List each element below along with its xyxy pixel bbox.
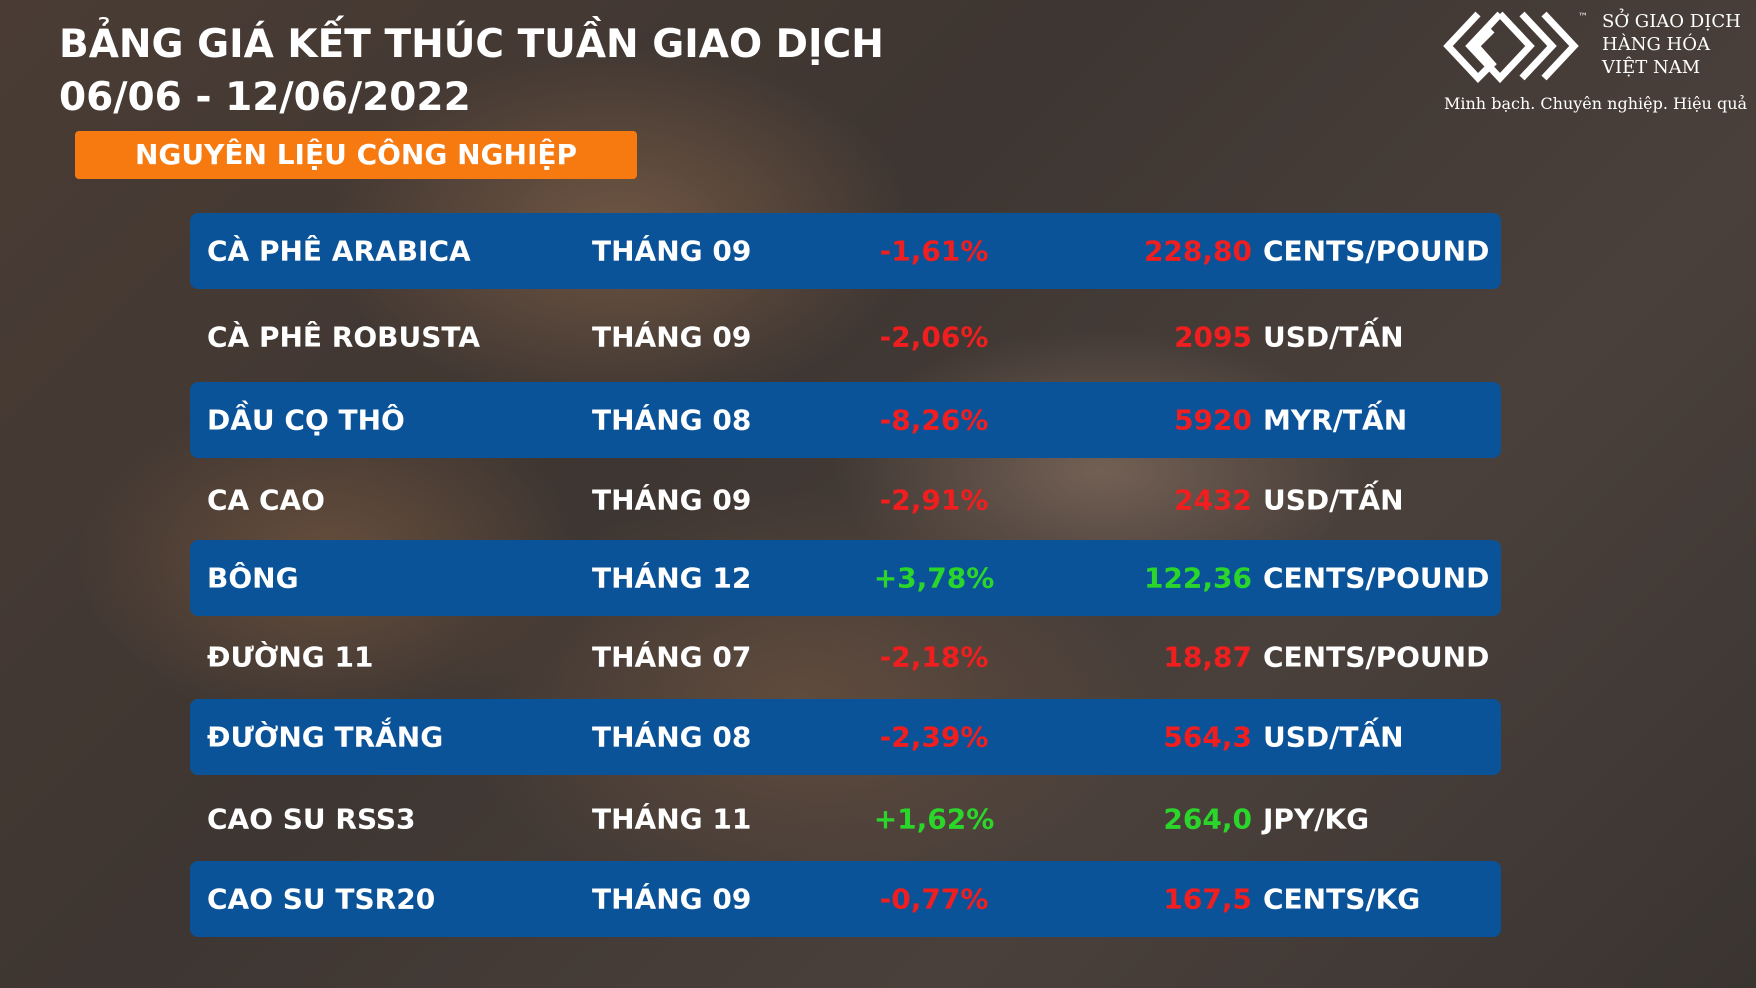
row-band (190, 213, 1501, 289)
unit: CENTS/KG (1263, 882, 1421, 916)
change: -2,18% (879, 640, 989, 674)
contract-month: THÁNG 08 (592, 720, 752, 754)
logo-text: SỞ GIAO DỊCH (1602, 11, 1741, 32)
commodity: CA CAO (207, 483, 325, 517)
change: -2,06% (879, 320, 989, 354)
row-band (190, 382, 1501, 458)
commodity: CÀ PHÊ ARABICA (207, 234, 471, 268)
contract-month: THÁNG 09 (592, 234, 752, 268)
change: -0,77% (879, 882, 989, 916)
commodity: CAO SU TSR20 (207, 882, 436, 916)
commodity: ĐƯỜNG 11 (207, 640, 374, 674)
price: 264,0 (1163, 802, 1252, 836)
price: 5920 (1174, 403, 1252, 437)
commodity: ĐƯỜNG TRẮNG (207, 720, 444, 754)
change: -2,91% (879, 483, 989, 517)
change: -2,39% (879, 720, 989, 754)
price: 564,3 (1163, 720, 1252, 754)
logo-text: HÀNG HÓA (1602, 34, 1710, 55)
unit: USD/TẤN (1263, 483, 1404, 517)
price: 228,80 (1143, 234, 1252, 268)
row-band (190, 699, 1501, 775)
commodity: CAO SU RSS3 (207, 802, 416, 836)
contract-month: THÁNG 12 (592, 561, 752, 595)
title: BẢNG GIÁ KẾT THÚC TUẦN GIAO DỊCH (59, 22, 884, 67)
row-band (190, 540, 1501, 616)
price: 2432 (1174, 483, 1252, 517)
unit: CENTS/POUND (1263, 640, 1490, 674)
contract-month: THÁNG 09 (592, 483, 752, 517)
period: 06/06 - 12/06/2022 (59, 75, 471, 120)
price: 122,36 (1143, 561, 1252, 595)
change: +3,78% (873, 561, 995, 595)
change: +1,62% (873, 802, 995, 836)
price: 18,87 (1163, 640, 1252, 674)
unit: CENTS/POUND (1263, 561, 1490, 595)
unit: MYR/TẤN (1263, 403, 1408, 437)
unit: USD/TẤN (1263, 720, 1404, 754)
section-label: NGUYÊN LIỆU CÔNG NGHIỆP (75, 131, 637, 179)
unit: CENTS/POUND (1263, 234, 1490, 268)
tagline: Minh bạch. Chuyên nghiệp. Hiệu quả (1444, 94, 1748, 113)
commodity: BÔNG (207, 561, 299, 595)
contract-month: THÁNG 09 (592, 320, 752, 354)
contract-month: THÁNG 07 (592, 640, 752, 674)
contract-month: THÁNG 11 (592, 802, 752, 836)
unit: JPY/KG (1263, 802, 1370, 836)
change: -8,26% (879, 403, 989, 437)
logo-mark (1443, 11, 1579, 84)
commodity: DẦU CỌ THÔ (207, 403, 405, 437)
price: 167,5 (1163, 882, 1252, 916)
contract-month: THÁNG 09 (592, 882, 752, 916)
row-band (190, 861, 1501, 937)
unit: USD/TẤN (1263, 320, 1404, 354)
trademark: ™ (1578, 12, 1588, 23)
contract-month: THÁNG 08 (592, 403, 752, 437)
commodity: CÀ PHÊ ROBUSTA (207, 320, 480, 354)
logo-text: VIỆT NAM (1602, 57, 1701, 78)
change: -1,61% (879, 234, 989, 268)
price: 2095 (1174, 320, 1252, 354)
